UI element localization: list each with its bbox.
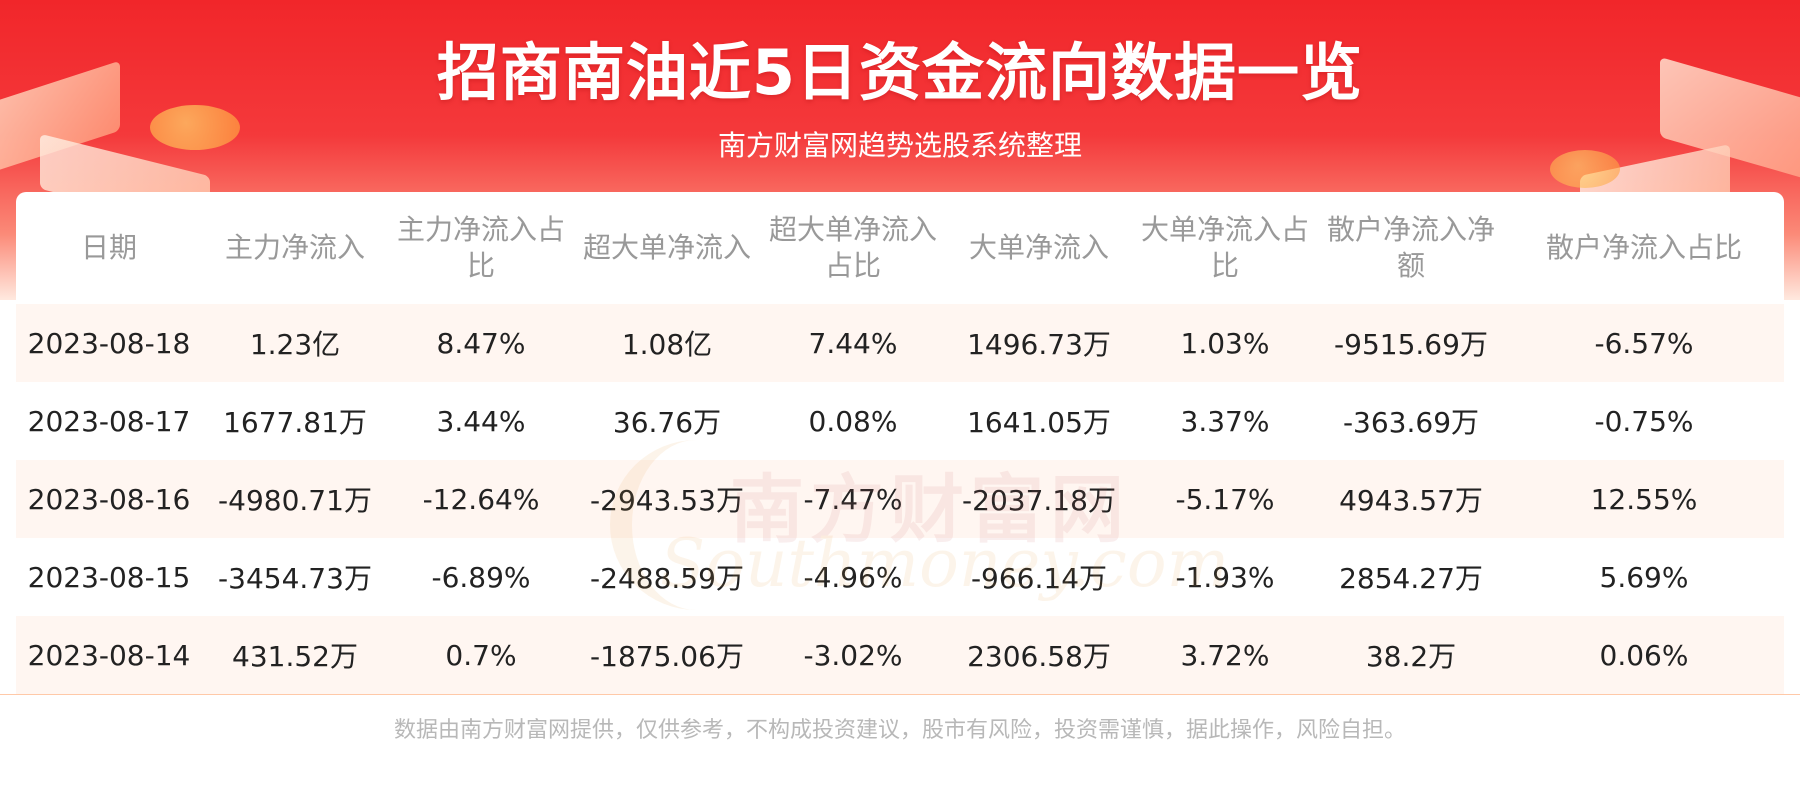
column-header: 散户净流入占比 xyxy=(1545,231,1742,264)
column-header: 超大单净流入 xyxy=(582,231,751,264)
table-row: 2023-08-17 1677.81万 3.44% 36.76万 0.08% 1641.0… xyxy=(16,382,1784,460)
column-header: 日期 xyxy=(80,231,137,264)
value-cell: -6.57% xyxy=(1504,304,1784,382)
value-cell: 7.44% xyxy=(760,304,946,382)
value-cell: -966.14万 xyxy=(970,562,1108,595)
value-cell: 12.55% xyxy=(1504,460,1784,538)
value-cell: 5.69% xyxy=(1599,560,1689,594)
column-header: 主力净流入 xyxy=(224,231,365,264)
value-cell: 3.37% xyxy=(1180,404,1270,438)
column-header: 大单净流入占比 xyxy=(1140,213,1309,282)
column-header: 超大单净流入占比 xyxy=(768,213,937,282)
footer-divider xyxy=(0,694,1800,695)
table-row: 2023-08-14 431.52万 0.7% -1875.06万 -3.02% 2306… xyxy=(16,616,1784,694)
value-cell: -9515.69万 xyxy=(1318,304,1504,382)
table-card xyxy=(16,192,1784,696)
value-cell: -6.89% xyxy=(431,560,531,594)
value-cell: -2943.53万 xyxy=(574,460,760,538)
value-cell: -3454.73万 xyxy=(218,562,372,595)
date-cell: 2023-08-18 xyxy=(16,304,202,382)
value-cell: 0.7% xyxy=(388,616,574,694)
value-cell: 431.52万 xyxy=(202,616,388,694)
value-cell: 1.03% xyxy=(1132,304,1318,382)
value-cell: 8.47% xyxy=(388,304,574,382)
disclaimer-text: 数据由南方财富网提供，仅供参考，不构成投资建议，股市有风险，投资需谨慎，据此操作… xyxy=(393,718,1406,743)
value-cell: -4.96% xyxy=(803,560,903,594)
value-cell: -4980.71万 xyxy=(202,460,388,538)
value-cell: 0.08% xyxy=(808,404,898,438)
decoration-coin xyxy=(150,105,240,150)
value-cell: 1641.05万 xyxy=(967,406,1111,439)
column-header: 大单净流入 xyxy=(968,231,1109,264)
date-cell: 2023-08-15 xyxy=(27,560,191,594)
value-cell: 2306.58万 xyxy=(946,616,1132,694)
value-cell: -2037.18万 xyxy=(946,460,1132,538)
value-cell: -1875.06万 xyxy=(574,616,760,694)
value-cell: 1.08亿 xyxy=(574,304,760,382)
table-row: 2023-08-15 -3454.73万 -6.89% -2488.59万 -4.96%… xyxy=(16,538,1784,616)
table-row: 2023-08-18 1.23亿 8.47% 1.08亿 7.44% 1496.73万 1.… xyxy=(16,304,1784,382)
value-cell: -12.64% xyxy=(388,460,574,538)
value-cell: 36.76万 xyxy=(612,406,722,439)
value-cell: -5.17% xyxy=(1132,460,1318,538)
value-cell: 4943.57万 xyxy=(1318,460,1504,538)
value-cell: -2488.59万 xyxy=(590,562,744,595)
value-cell: -1.93% xyxy=(1175,560,1275,594)
value-cell: -7.47% xyxy=(760,460,946,538)
column-header: 主力净流入占比 xyxy=(396,213,565,282)
value-cell: 2854.27万 xyxy=(1339,562,1483,595)
value-cell: 1496.73万 xyxy=(946,304,1132,382)
date-cell: 2023-08-17 xyxy=(27,404,191,438)
decoration-coin xyxy=(1550,150,1620,188)
value-cell: 1677.81万 xyxy=(223,406,367,439)
date-cell: 2023-08-14 xyxy=(16,616,202,694)
value-cell: -363.69万 xyxy=(1342,406,1480,439)
date-cell: 2023-08-16 xyxy=(16,460,202,538)
table-header-row: 日期 主力净流入 主力净流入占比 超大单净流入 超大单净流入占比 大单净流入 大单净流入占比… xyxy=(16,192,1784,304)
fund-flow-table: 日期 主力净流入 主力净流入占比 超大单净流入 超大单净流入占比 大单净流入 大单净流入占比… xyxy=(16,192,1784,694)
value-cell: -0.75% xyxy=(1594,404,1694,438)
page-subtitle: 南方财富网趋势选股系统整理 xyxy=(717,129,1082,162)
value-cell: 3.72% xyxy=(1132,616,1318,694)
column-header: 散户净流入净额 xyxy=(1326,213,1495,282)
table-body: 2023-08-18 1.23亿 8.47% 1.08亿 7.44% 1496.73万 1.… xyxy=(16,304,1784,694)
page-title: 招商南油近5日资金流向数据一览 xyxy=(436,36,1364,109)
value-cell: 0.06% xyxy=(1504,616,1784,694)
value-cell: -3.02% xyxy=(760,616,946,694)
value-cell: 1.23亿 xyxy=(202,304,388,382)
value-cell: 38.2万 xyxy=(1318,616,1504,694)
value-cell: 3.44% xyxy=(436,404,526,438)
table-row: 2023-08-16 -4980.71万 -12.64% -2943.53万 -7.47… xyxy=(16,460,1784,538)
